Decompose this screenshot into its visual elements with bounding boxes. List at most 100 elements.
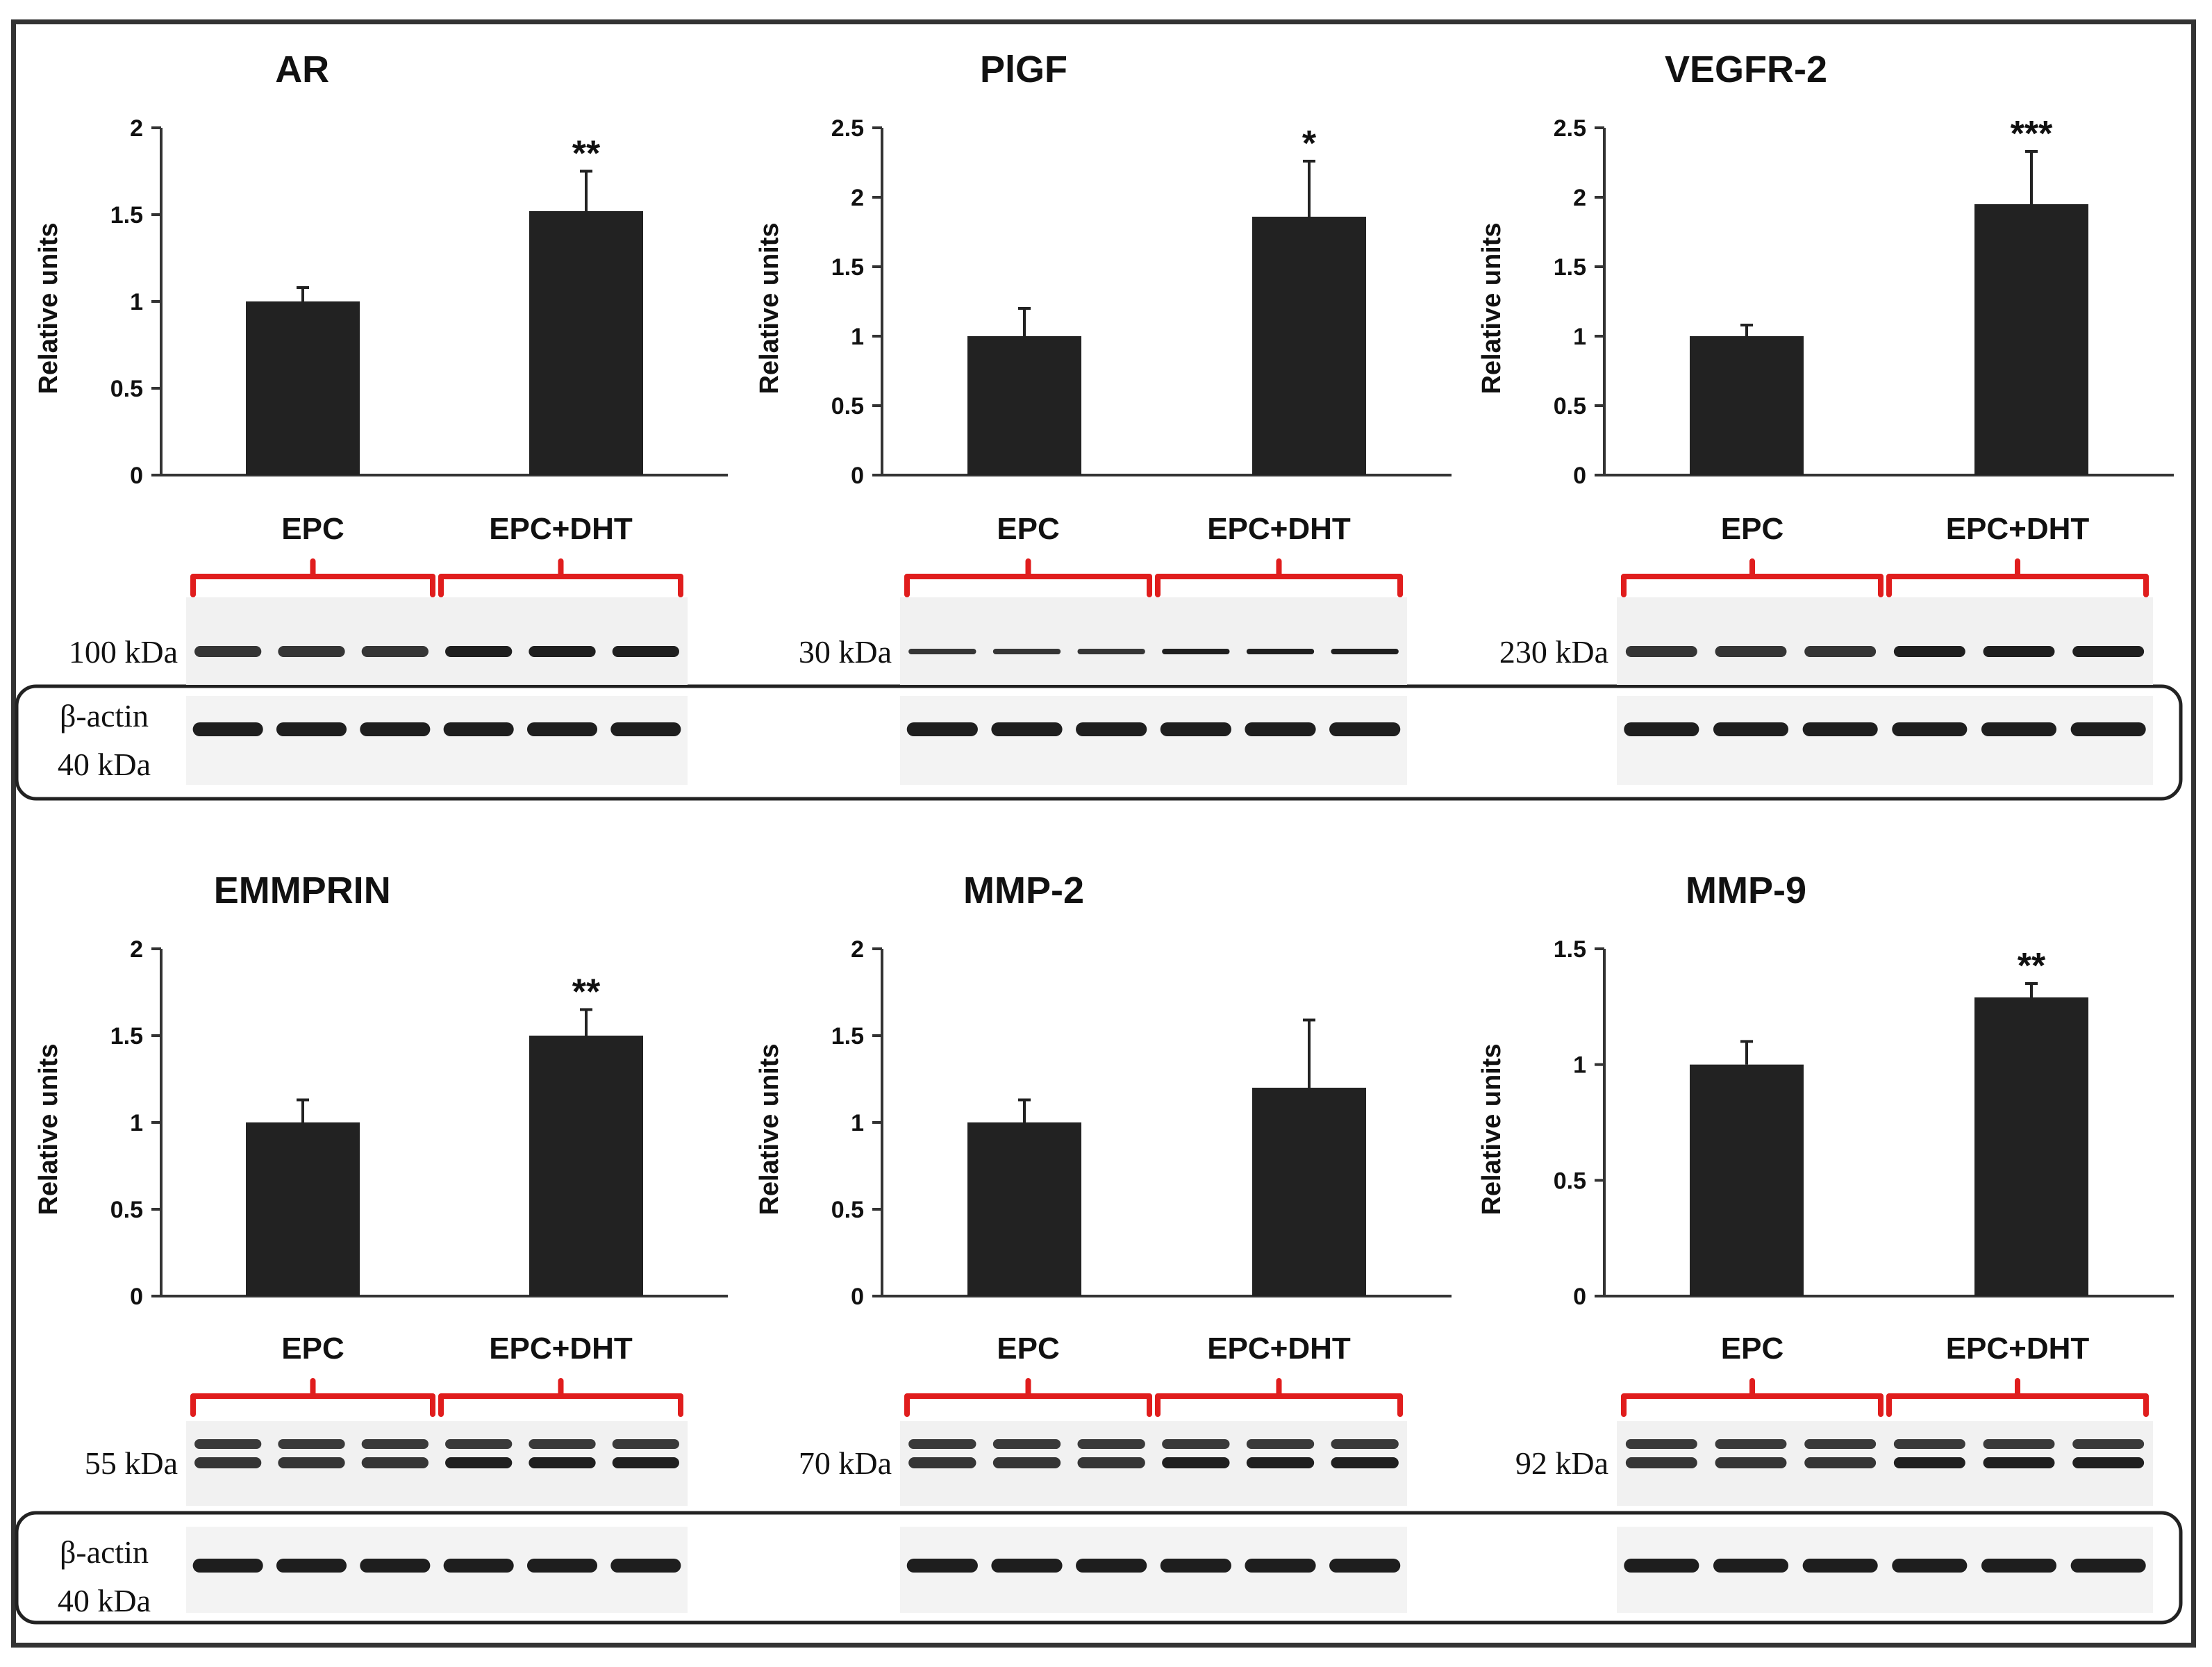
y-tick-label: 1 — [851, 1110, 864, 1136]
group-label: EPC+DHT — [489, 1332, 633, 1366]
blot-strip — [186, 1421, 688, 1506]
bar-epc — [246, 301, 360, 475]
blot-band-upper — [194, 1439, 262, 1449]
blot-band — [361, 646, 429, 657]
actin-band — [1245, 722, 1316, 736]
actin-band — [526, 1559, 598, 1573]
blot-band-upper — [1077, 1439, 1145, 1449]
y-tick-label: 0 — [851, 463, 864, 489]
blot-band — [1331, 649, 1399, 654]
group-label: EPC+DHT — [1946, 1332, 2090, 1366]
panel-plgf: PlGF 0 0.5 1 1.5 2 2.5 Relative units * EPC EPC+DH… — [755, 49, 1452, 785]
y-tick-label: 2 — [130, 115, 143, 142]
blot-band-upper — [1715, 1439, 1787, 1449]
group-label: EPC+DHT — [489, 512, 633, 546]
y-tick-label: 1.5 — [1554, 936, 1586, 963]
actin-band — [906, 722, 978, 736]
actin-strip — [900, 1527, 1407, 1613]
y-tick-label: 0.5 — [110, 376, 143, 402]
blot-band — [194, 1457, 262, 1468]
blot-band — [992, 649, 1061, 654]
blot-band — [1331, 1457, 1399, 1468]
blot-strip — [1617, 597, 2153, 685]
blot-band-upper — [278, 1439, 345, 1449]
actin-band — [1329, 722, 1401, 736]
group-bracket — [190, 558, 435, 597]
actin-band — [1713, 722, 1789, 736]
actin-band — [2070, 1559, 2146, 1573]
group-bracket — [904, 558, 1152, 597]
panel-mmp-9: MMP-9 0 0.5 1 1.5 Relative units ** EPC EPC+DHT 9… — [1477, 870, 2174, 1613]
actin-label: β-actin — [60, 698, 149, 733]
actin-band — [443, 1559, 514, 1573]
blot-band — [1246, 649, 1315, 654]
blot-band-upper — [1893, 1439, 1965, 1449]
y-tick-label: 1.5 — [831, 254, 864, 281]
bar-epc — [967, 1122, 1081, 1296]
y-axis-label: Relative units — [34, 1043, 63, 1215]
actin-band — [1713, 1559, 1789, 1573]
y-tick-label: 0.5 — [110, 1197, 143, 1223]
actin-band — [1981, 722, 2057, 736]
group-bracket — [438, 558, 683, 597]
group-label: EPC+DHT — [1207, 1332, 1351, 1366]
bar-epc-dht — [529, 1036, 643, 1296]
blot-band — [1162, 649, 1230, 654]
blot-size-label: 92 kDa — [1515, 1445, 1608, 1481]
y-tick-label: 1 — [1573, 1052, 1586, 1079]
chart-title: VEGFR-2 — [1665, 49, 1827, 90]
actin-band — [1624, 1559, 1699, 1573]
group-label: EPC — [1721, 512, 1783, 546]
actin-band — [2070, 722, 2146, 736]
panel-ar: AR 0 0.5 1 1.5 2 Relative units ** EPC EPC+DHT 100… — [34, 49, 728, 785]
blot-band — [529, 646, 596, 657]
y-tick-label: 0.5 — [1554, 1168, 1586, 1194]
group-label: EPC+DHT — [1207, 512, 1351, 546]
actin-box-row-2 — [15, 1511, 2183, 1625]
y-axis-label: Relative units — [1477, 1043, 1506, 1215]
blot-size-label: 100 kDa — [69, 634, 178, 670]
group-bracket — [1886, 558, 2149, 597]
actin-size-label: 40 kDa — [58, 747, 151, 782]
panel-vegfr-2: VEGFR-2 0 0.5 1 1.5 2 2.5 Relative units *** EPC E… — [1477, 49, 2174, 785]
blot-band — [445, 1457, 513, 1468]
group-bracket — [1155, 558, 1403, 597]
y-axis-label: Relative units — [34, 222, 63, 394]
bar-epc — [246, 1122, 360, 1296]
y-tick-label: 1.5 — [1554, 254, 1586, 281]
blot-band — [2072, 646, 2145, 657]
actin-band — [1329, 1559, 1401, 1573]
blot-band — [445, 646, 513, 657]
blot-band — [612, 1457, 679, 1468]
y-tick-label: 2.5 — [1554, 115, 1586, 142]
blot-size-label: 230 kDa — [1499, 634, 1608, 670]
blot-band — [1077, 649, 1145, 654]
actin-band — [192, 1559, 263, 1573]
y-tick-label: 1.5 — [110, 202, 143, 229]
y-tick-label: 1 — [130, 1110, 143, 1136]
y-tick-label: 2 — [130, 936, 143, 963]
significance-marker: ** — [572, 972, 601, 1013]
blot-band-upper — [992, 1439, 1061, 1449]
group-bracket — [1886, 1378, 2149, 1417]
actin-band — [1076, 1559, 1147, 1573]
blot-size-label: 30 kDa — [799, 634, 892, 670]
blot-strip — [900, 597, 1407, 685]
actin-band — [610, 1559, 681, 1573]
actin-size-label: 40 kDa — [58, 1583, 151, 1618]
actin-strip — [900, 696, 1407, 785]
actin-band — [1981, 1559, 2057, 1573]
blot-strip — [1617, 1421, 2153, 1506]
blot-band-upper — [1246, 1439, 1315, 1449]
chart-title: MMP-9 — [1686, 870, 1806, 911]
actin-band — [1892, 1559, 1968, 1573]
y-tick-label: 1.5 — [110, 1023, 143, 1050]
blot-band — [1162, 1457, 1230, 1468]
blot-band — [1625, 1457, 1697, 1468]
actin-band — [276, 1559, 347, 1573]
blot-band — [908, 649, 976, 654]
y-tick-label: 0 — [1573, 463, 1586, 489]
blot-band-upper — [908, 1439, 976, 1449]
blot-band-upper — [1162, 1439, 1230, 1449]
